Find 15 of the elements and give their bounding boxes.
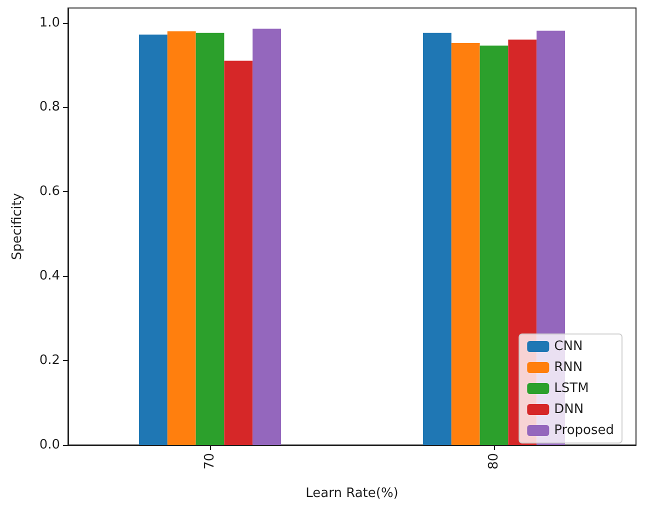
- y-tick-label: 0.2: [39, 353, 60, 368]
- y-axis-title: Specificity: [10, 192, 25, 260]
- y-tick-label: 0.6: [39, 184, 60, 200]
- legend-label: DNN: [554, 402, 584, 417]
- y-tick-label: 1.0: [39, 15, 60, 30]
- x-tick-label: 80: [486, 453, 502, 470]
- legend-label: LSTM: [554, 381, 589, 396]
- y-tick-label: 0.4: [39, 268, 60, 284]
- legend-label: CNN: [554, 339, 583, 354]
- y-tick-label: 0.0: [39, 438, 60, 452]
- x-tick-label: 70: [202, 453, 218, 470]
- y-tick-label: 0.8: [39, 100, 60, 115]
- x-axis-title: Learn Rate(%): [306, 486, 398, 501]
- legend-label: RNN: [554, 360, 583, 375]
- legend-label: Proposed: [554, 423, 614, 438]
